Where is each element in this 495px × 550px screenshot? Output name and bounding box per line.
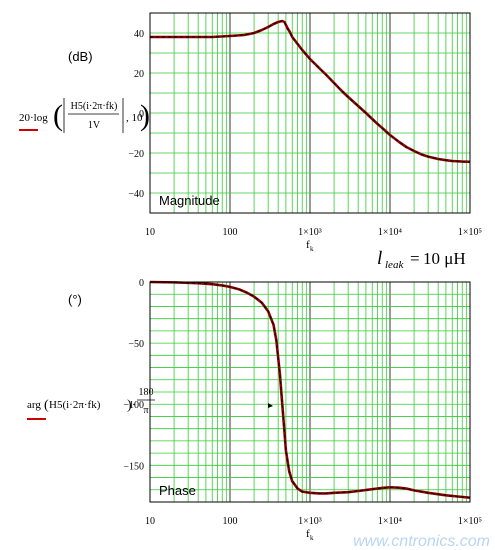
phase-ylabel-dot: ·: [132, 399, 136, 411]
magnitude-y-tick-label: 0: [139, 109, 144, 120]
magnitude-ylabel-open-paren: (: [53, 99, 63, 132]
watermark: www.cntronics.com: [353, 533, 490, 550]
phase-y-tick-label: −50: [128, 339, 144, 350]
magnitude-y-tick-label: 40: [134, 29, 144, 40]
phase-y-tick-label: −150: [123, 461, 144, 472]
phase-ylabel-prefix: arg: [27, 399, 41, 411]
phase-ylabel-numerator: H5(i·2π·fk): [49, 399, 101, 411]
phase-plot-area: [149, 280, 471, 500]
svg-text:k: k: [310, 534, 314, 542]
magnitude-xlabel: f fk k: [306, 239, 314, 253]
phase-title: Phase: [159, 483, 196, 498]
magnitude-ylabel-close-paren: ): [140, 99, 150, 132]
magnitude-title: Magnitude: [159, 193, 220, 208]
magnitude-plot-area: [150, 19, 471, 164]
magnitude-chart: (dB) 20·log ( H5(i·2π·fk) 1V , 10 ) 40 20…: [19, 12, 482, 253]
phase-x-tick-labels: 10 100 1×10³ 1×10⁴ 1×10⁵: [145, 516, 482, 527]
phase-ylabel-expression: arg ( H5(i·2π·fk) ) · 180 π: [27, 387, 155, 420]
phase-ylabel-factor-den: π: [143, 405, 148, 416]
phase-y-tick-label: −100: [123, 400, 144, 411]
annotation-symbol: l: [377, 248, 382, 269]
magnitude-ylabel-expression: 20·log ( H5(i·2π·fk) 1V , 10 ): [19, 98, 150, 133]
magnitude-ylabel-suffix: , 10: [126, 112, 143, 124]
magnitude-ylabel-numerator: H5(i·2π·fk): [71, 101, 118, 112]
phase-grid: [150, 282, 470, 502]
svg-text:f: f: [306, 239, 310, 251]
phase-y-tick-label: 0: [139, 278, 144, 289]
cursor-mark: [268, 403, 273, 408]
phase-x-tick-label: 1×10³: [298, 516, 322, 527]
phase-x-tick-label: 10: [145, 516, 155, 527]
phase-series-line: [149, 280, 471, 500]
svg-text:k: k: [310, 245, 314, 253]
phase-chart: (°) arg ( H5(i·2π·fk) ) · 180 π 0 −50 −100…: [27, 278, 482, 542]
annotation-value: 10 μH: [423, 249, 466, 268]
magnitude-unit-label: (dB): [68, 49, 93, 64]
phase-ylabel-open-paren: (: [44, 398, 49, 413]
magnitude-y-tick-label: 20: [134, 69, 144, 80]
phase-unit-label: (°): [68, 292, 82, 307]
phase-x-tick-label: 1×10⁵: [458, 516, 482, 527]
magnitude-y-tick-label: −20: [128, 149, 144, 160]
magnitude-x-tick-labels: 10 100 1×10³ 1×10⁴ 1×10⁵: [145, 227, 482, 238]
magnitude-x-tick-label: 10: [145, 227, 155, 238]
magnitude-ylabel-prefix: 20·log: [19, 112, 48, 124]
magnitude-x-tick-label: 1×10⁴: [378, 227, 403, 238]
magnitude-x-tick-label: 1×10⁵: [458, 227, 482, 238]
phase-plot-frame: [149, 281, 471, 503]
inductance-annotation: l leak = 10 μH: [377, 248, 466, 271]
phase-ylabel-close-paren: ): [127, 398, 132, 413]
phase-xlabel: f fk k: [306, 528, 314, 542]
magnitude-y-tick-labels: 40 20 0 −20 −40: [128, 29, 144, 200]
magnitude-series-overlay-line: [150, 20, 471, 163]
phase-y-tick-labels: 0 −50 −100 −150: [123, 278, 144, 472]
svg-text:f: f: [306, 528, 310, 540]
phase-ylabel-factor: 180: [139, 387, 154, 398]
magnitude-x-tick-label: 100: [223, 227, 238, 238]
magnitude-x-tick-label: 1×10³: [298, 227, 322, 238]
phase-x-tick-label: 100: [223, 516, 238, 527]
annotation-subscript: leak: [385, 259, 404, 271]
magnitude-grid: [150, 13, 470, 213]
magnitude-plot-frame: [149, 12, 471, 214]
magnitude-ylabel-denominator: 1V: [88, 120, 101, 131]
annotation-equals: =: [410, 249, 420, 268]
phase-x-tick-label: 1×10⁴: [378, 516, 403, 527]
magnitude-y-tick-label: −40: [128, 189, 144, 200]
